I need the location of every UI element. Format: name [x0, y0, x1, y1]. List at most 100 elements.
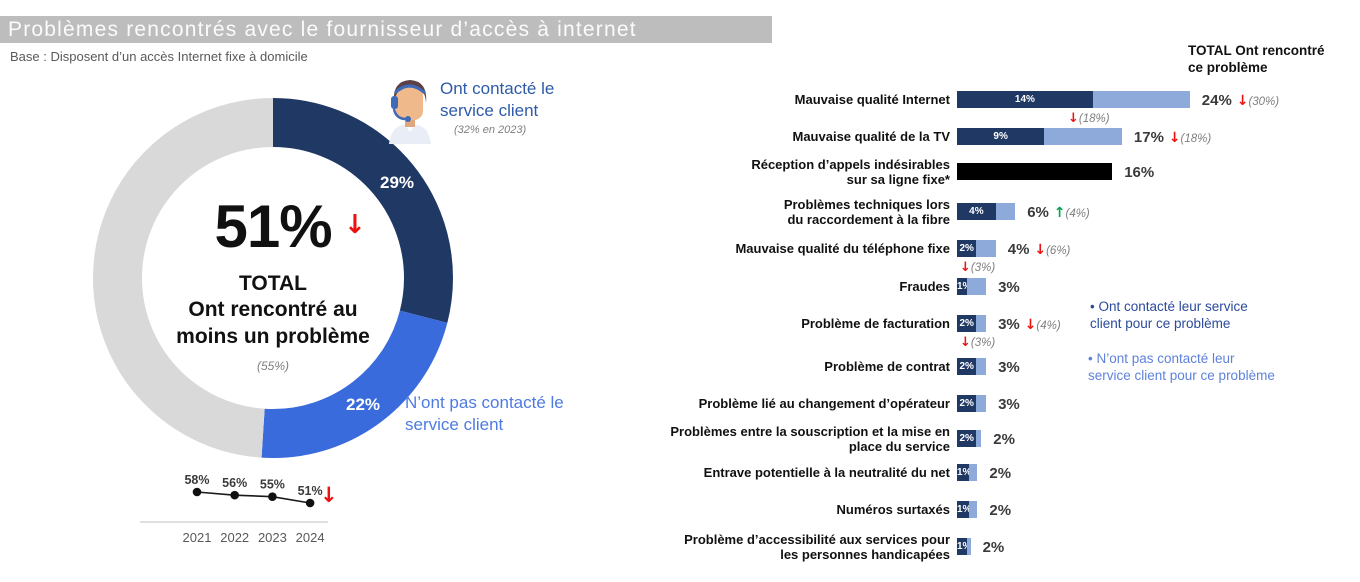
bar-total: 2% [989, 502, 1011, 519]
bar-total-value: 2% [989, 465, 1012, 482]
legend-not-contacted: • N’ont pas contacté leur service client… [1088, 351, 1275, 383]
trend-year-label: 2023 [258, 530, 287, 545]
agent-neck [405, 116, 415, 127]
bar-inbar-value: 14% [1014, 94, 1035, 105]
donut-chart [93, 98, 453, 458]
bar-total-value: 4% [1007, 241, 1030, 258]
headset-mic-arm [392, 108, 407, 121]
bar-total-value: 3% [998, 316, 1020, 333]
bar-inbar-value: 2% [959, 361, 974, 372]
bar-total: 3% [998, 359, 1020, 376]
bar-row-label: Problème d’accessibilité aux services po… [684, 531, 950, 562]
title-bar: Problèmes rencontrés avec le fournisseur… [0, 16, 772, 43]
bar-total: 2% [993, 431, 1015, 448]
bar-contacted-segment: 2% [957, 430, 977, 447]
donut-center: 51% TOTAL Ont rencontré au moins un prob… [93, 193, 453, 374]
bar-previous-value: (6%) [1046, 245, 1071, 257]
bar-inbar-value: 9% [993, 131, 1008, 142]
down-arrow-icon: ↓ [344, 210, 366, 240]
bar-total: 4% ↓(6%) [1008, 241, 1071, 260]
support-agent-icon [389, 80, 431, 144]
bar-inbar-value: 2% [959, 433, 974, 444]
bar-total: 3% [998, 279, 1020, 296]
bar-not-contacted-segment [976, 315, 987, 332]
bar-total-value: 2% [982, 539, 1005, 556]
bar-total-value: 6% [1027, 204, 1049, 221]
bar-row-label: Problème de facturation [801, 316, 950, 331]
bar-contacted-segment: 2% [957, 358, 977, 375]
trend-value-label: 51% [298, 484, 323, 498]
bar-contacted-segment: 2% [957, 315, 977, 332]
bar-row-label: Mauvaise qualité du téléphone fixe [735, 241, 950, 256]
bar-not-contacted-segment [995, 203, 1016, 220]
trend-year-label: 2021 [183, 530, 212, 545]
callout-contacted-note: (32% en 2023) [454, 124, 527, 136]
sub-previous-value: (18%) [1078, 113, 1110, 125]
bar-row-label: Mauvaise qualité de la TV [792, 129, 951, 144]
page-title: Problèmes rencontrés avec le fournisseur… [8, 18, 637, 41]
bar-sub-annotation: ↓(18%) [1068, 111, 1110, 126]
bar-contacted-segment: 4% [957, 203, 996, 220]
bar-contacted-segment: 2% [957, 240, 977, 257]
donut-center-subtitle: Ont rencontré au moins un problème [176, 298, 370, 348]
bar-total: 24% ↓(30%) [1202, 92, 1279, 111]
headset-mic [405, 116, 411, 122]
trend-value-label: 55% [260, 478, 285, 492]
donut-center-value: 51% [214, 193, 332, 260]
bar-total: 2% [989, 465, 1011, 482]
bar-row-label: Fraudes [899, 279, 950, 294]
bar-trend-up-arrow-icon: ↑ [1048, 205, 1066, 221]
bar-contacted-segment: 1% [957, 538, 967, 555]
bar-contacted-segment: 9% [957, 128, 1045, 145]
headset-band [393, 84, 426, 95]
bar-contacted-segment: 1% [957, 464, 969, 481]
bar-contacted-segment: 2% [957, 395, 977, 412]
bar-total: 3% ↓(4%) [998, 316, 1061, 335]
bar-total: 16% [1124, 164, 1154, 181]
bar-not-contacted-segment [1044, 128, 1122, 145]
bar-total-value: 16% [1124, 164, 1155, 181]
base-note: Base : Disposent d’un accès Internet fix… [10, 49, 308, 64]
trend-point [192, 487, 202, 497]
bar-row-label: Numéros surtaxés [836, 502, 950, 517]
donut-segment-not-contacted [93, 98, 453, 458]
sub-down-arrow-icon: ↓ [960, 335, 971, 350]
sub-down-arrow-icon: ↓ [1068, 111, 1079, 126]
trend-line-chart: 58% 2021 56% 2022 55% 2023 51% 2024 [140, 473, 328, 545]
bar-total: 6% ↑(4%) [1027, 204, 1090, 223]
bar-contacted-segment: 1% [957, 278, 967, 295]
bar-total: 2% [983, 539, 1005, 556]
bar-not-contacted-segment [1092, 91, 1190, 108]
legend-contacted: • Ont contacté leur service client pour … [1090, 299, 1248, 331]
bar-chart-header: TOTAL Ont rencontré ce problème [1188, 43, 1325, 75]
bar-black-segment [957, 163, 1113, 180]
bar-not-contacted-segment [968, 501, 978, 518]
agent-shirt [389, 125, 431, 144]
bar-total-value: 3% [998, 396, 1020, 413]
bar-trend-down-arrow-icon: ↓ [1231, 93, 1249, 109]
bar-sub-annotation: ↓(3%) [960, 260, 995, 275]
bar-not-contacted-segment [966, 278, 987, 295]
bar-total-value: 3% [998, 359, 1020, 376]
agent-hair [393, 80, 427, 103]
trend-year-label: 2024 [296, 530, 325, 545]
bar-trend-down-arrow-icon: ↓ [1019, 317, 1037, 333]
trend-point [305, 498, 315, 508]
trend-point [268, 492, 277, 502]
bar-total-value: 2% [993, 431, 1015, 448]
callout-not-contacted: N’ont pas contacté le service client [405, 393, 564, 434]
bar-inbar-value: 1% [957, 281, 967, 292]
bar-previous-value: (4%) [1065, 208, 1090, 220]
bar-not-contacted-segment [976, 358, 987, 375]
bar-row-label: Problème de contrat [824, 359, 950, 374]
trend-value-label: 58% [184, 473, 209, 487]
bar-row-label: Problème lié au changement d’opérateur [698, 396, 950, 411]
trend-down-arrow-icon: ↓ [320, 483, 338, 507]
bar-not-contacted-segment [976, 430, 982, 447]
bar-inbar-value: 1% [957, 504, 969, 515]
headset-earpiece [391, 96, 398, 109]
trend-year-label: 2022 [220, 530, 249, 545]
bar-previous-value: (18%) [1180, 133, 1212, 145]
bar-sub-annotation: ↓(3%) [960, 335, 995, 350]
bar-inbar-value: 2% [959, 318, 974, 329]
